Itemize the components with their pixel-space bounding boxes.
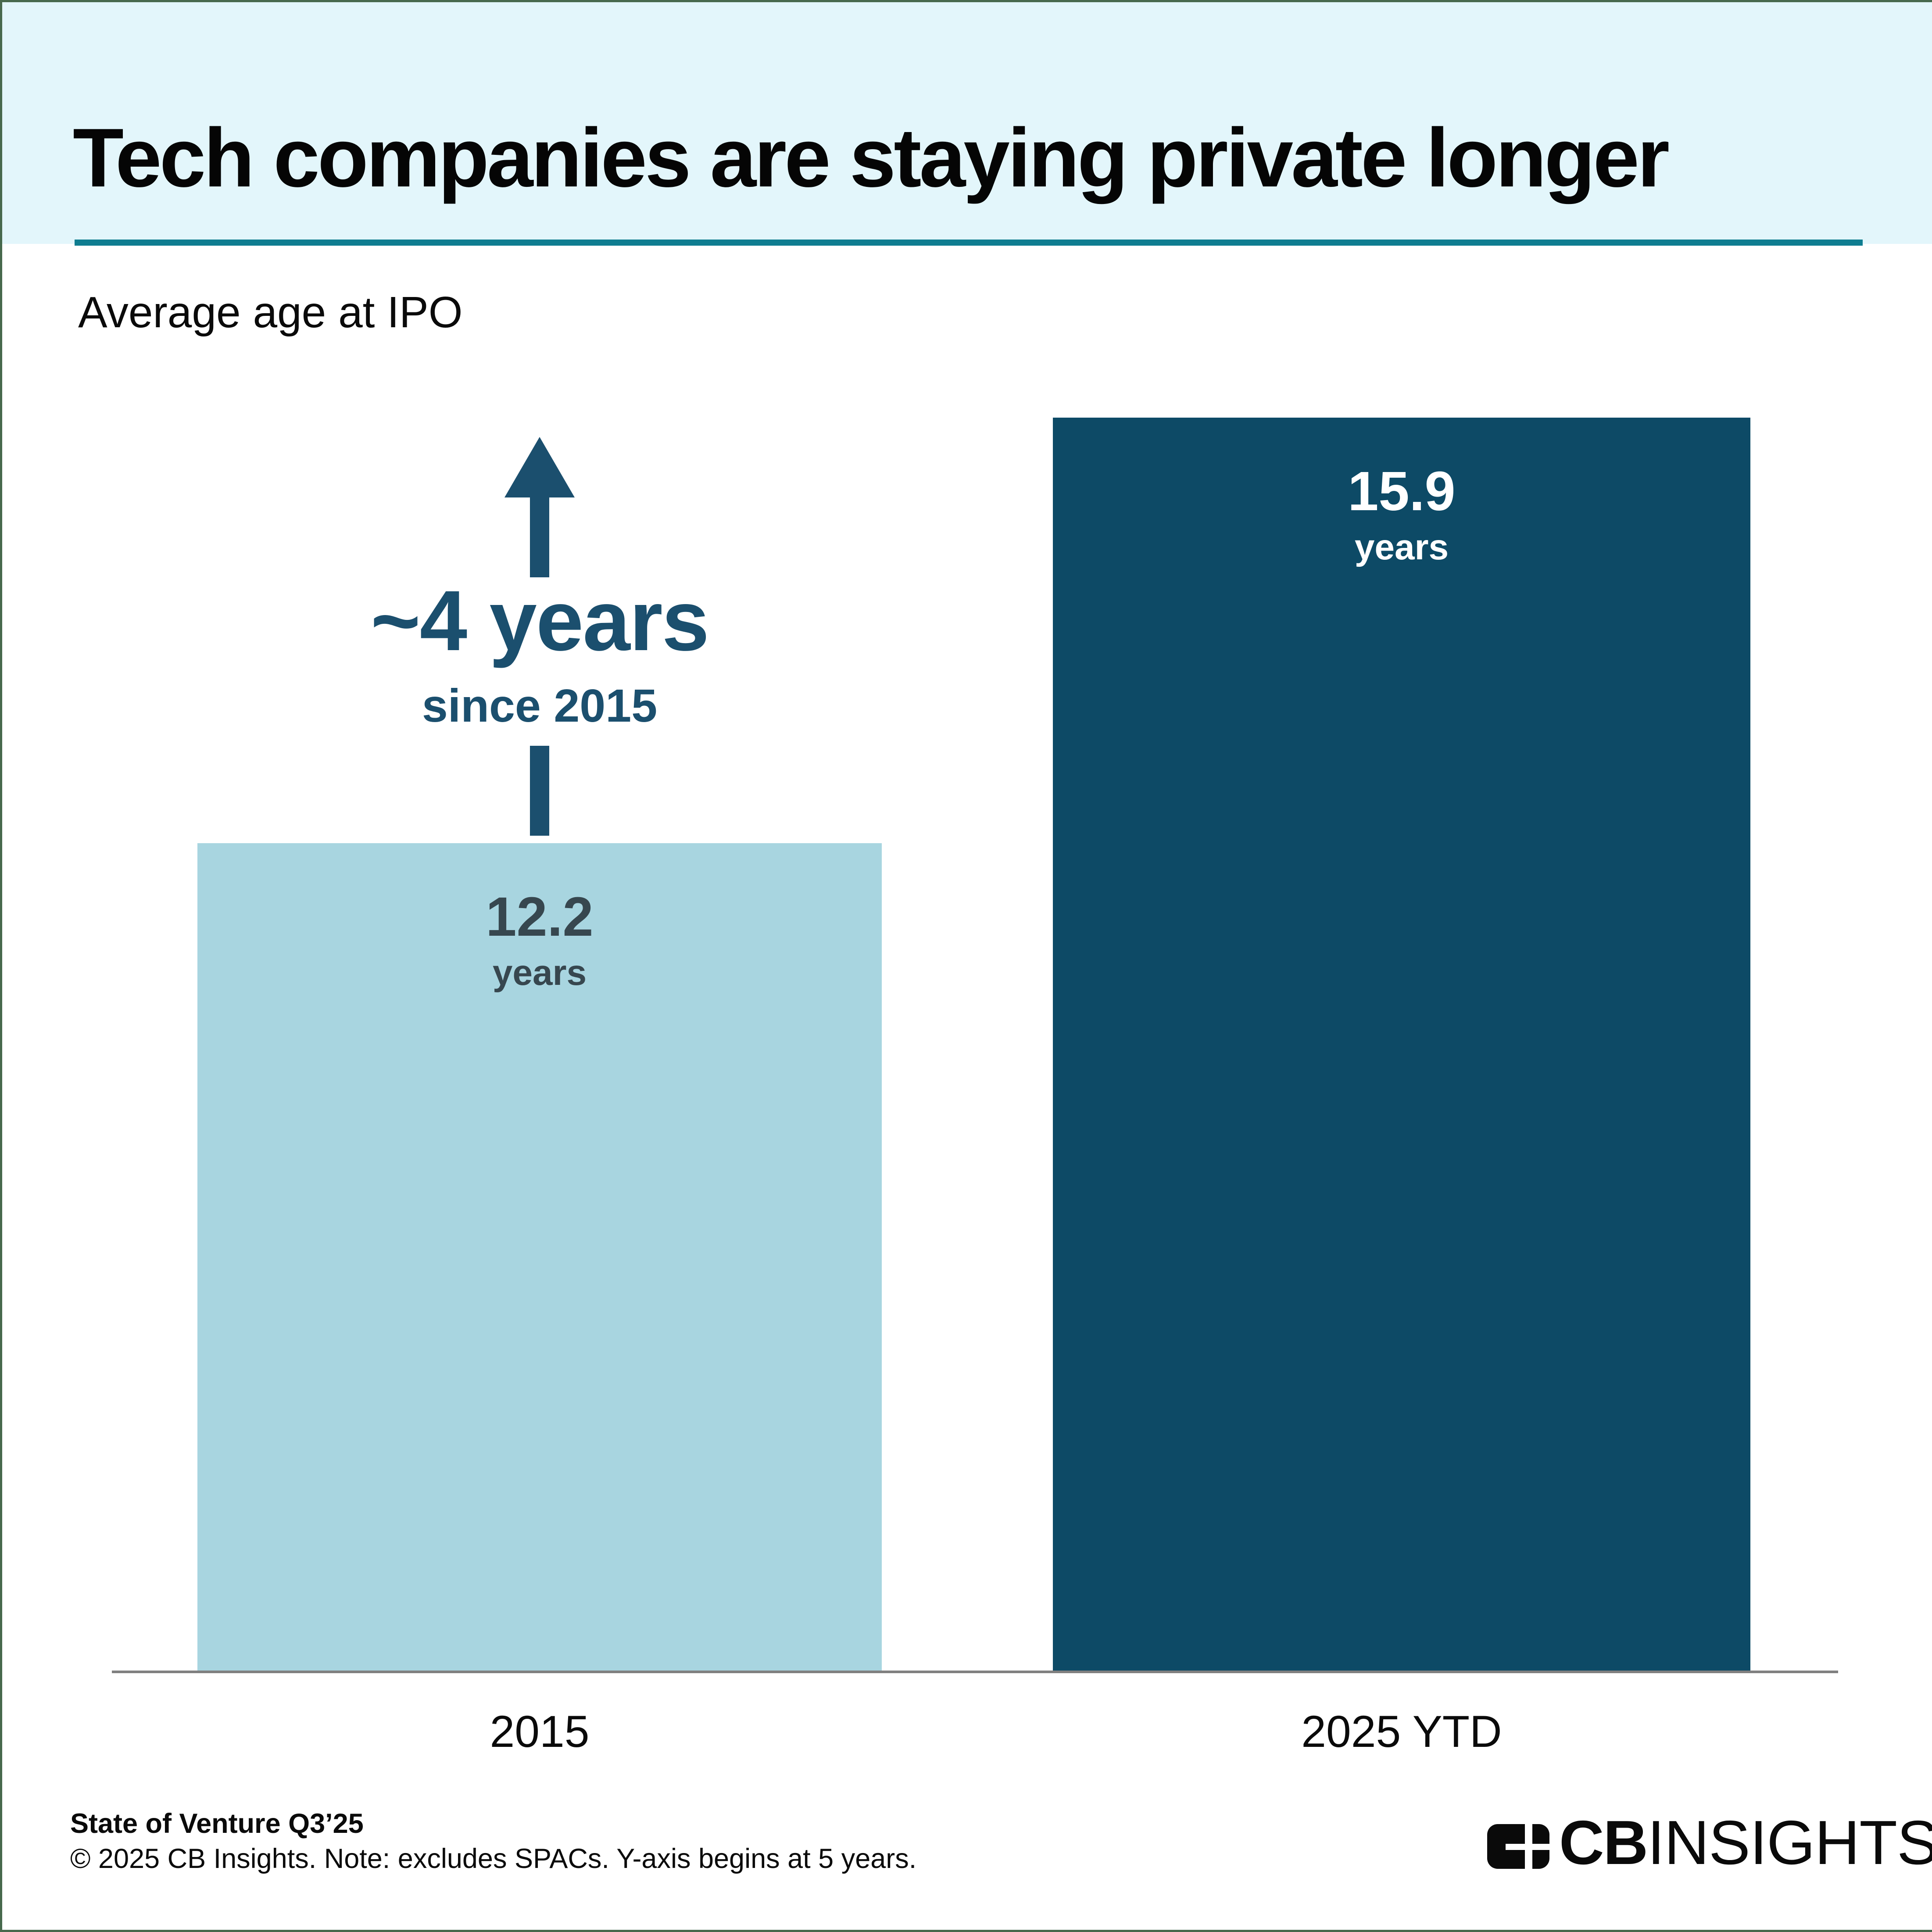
bar-2025-label: 15.9 years — [1053, 458, 1750, 569]
bar-2025-value: 15.9 — [1348, 460, 1456, 522]
annotation-headline: ~4 years — [370, 573, 709, 669]
page-border-top — [0, 0, 1932, 2]
page-title: Tech companies are staying private longe… — [73, 111, 1670, 205]
bar-2015-value: 12.2 — [486, 886, 594, 948]
x-axis-label-2025-ytd: 2025 YTD — [1301, 1707, 1502, 1757]
bar-2015-label: 12.2 years — [197, 884, 882, 995]
logo-insights-text: INSIGHTS — [1647, 1808, 1932, 1878]
annotation-subtext: since 2015 — [422, 680, 658, 732]
bar-2015: 12.2 years — [197, 843, 882, 1671]
cb-insights-logo-mark-icon — [1487, 1824, 1549, 1869]
cb-insights-logo-text: CBINSIGHTS — [1559, 1812, 1932, 1874]
footer-copyright-note: © 2025 CB Insights. Note: excludes SPACs… — [70, 1843, 917, 1874]
bar-2015-unit: years — [492, 953, 587, 993]
bar-2025-unit: years — [1354, 527, 1449, 568]
logo-cb-text: CB — [1559, 1808, 1648, 1878]
annotation-arrow-tail — [530, 746, 549, 836]
x-axis-label-2015: 2015 — [490, 1707, 590, 1757]
footer-source-line: State of Venture Q3’25 — [70, 1808, 364, 1839]
page-border-left — [0, 0, 2, 1932]
x-axis-line — [112, 1671, 1838, 1673]
bar-2025-ytd: 15.9 years — [1053, 418, 1750, 1671]
chart-subtitle: Average age at IPO — [78, 288, 463, 337]
arrow-up-icon — [504, 437, 575, 577]
header-divider-rule — [75, 240, 1863, 246]
header-band — [2, 2, 1932, 244]
page-border-bottom — [0, 1930, 1932, 1932]
